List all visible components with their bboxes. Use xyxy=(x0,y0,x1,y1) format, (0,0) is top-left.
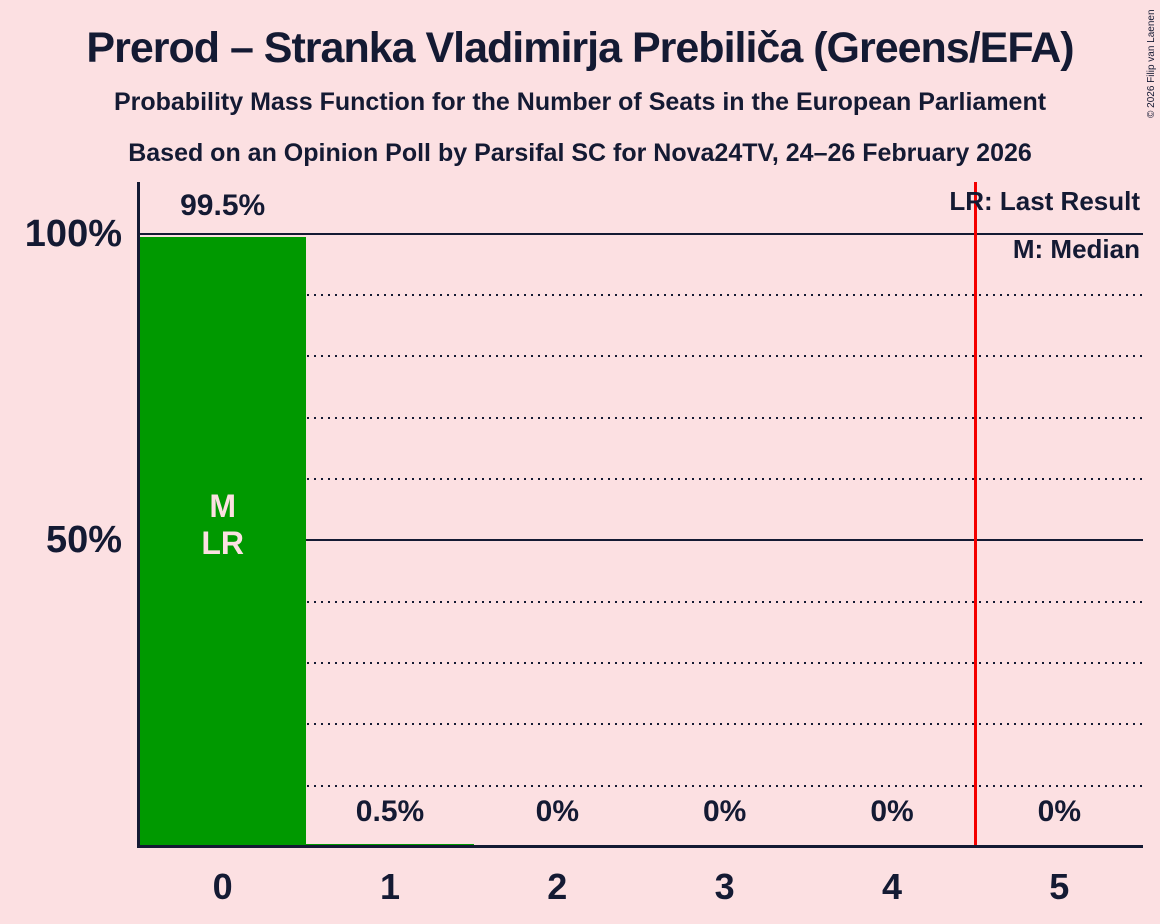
bar-value-label: 0.5% xyxy=(355,795,425,828)
y-axis-label-50: 50% xyxy=(45,519,122,562)
gridline-50pct xyxy=(139,539,1143,542)
last-result-marker-label: LR xyxy=(201,525,244,561)
page-title: Prerod – Stranka Vladimirja Prebiliča (G… xyxy=(86,24,1074,72)
bar-value-label: 0% xyxy=(1037,795,1081,828)
x-axis-label-5: 5 xyxy=(1049,866,1070,907)
y-axis-label-100: 100% xyxy=(24,212,122,255)
gridline-90pct xyxy=(139,293,1143,296)
gridline-100pct xyxy=(139,232,1143,235)
bar-value-label: 0% xyxy=(535,795,579,828)
gridline-60pct xyxy=(139,477,1143,480)
gridline-40pct xyxy=(139,600,1143,603)
x-axis-label-3: 3 xyxy=(714,866,735,907)
bar-seats-0 xyxy=(139,236,307,847)
chart-subtitle-poll: Based on an Opinion Poll by Parsifal SC … xyxy=(128,139,1032,167)
last-result-line xyxy=(974,182,978,847)
x-axis-label-2: 2 xyxy=(547,866,568,907)
x-axis-line xyxy=(137,845,1143,848)
x-axis-label-1: 1 xyxy=(379,866,400,907)
gridline-30pct xyxy=(139,661,1143,664)
bar-value-label: 99.5% xyxy=(180,188,266,222)
y-axis-line xyxy=(137,182,140,848)
x-axis-label-0: 0 xyxy=(212,866,233,907)
gridline-20pct xyxy=(139,723,1143,726)
gridline-80pct xyxy=(139,355,1143,358)
plot-area: 99.5% 0.5% 0% 0% 0% 0% M LR xyxy=(139,182,1143,847)
bar-value-label: 0% xyxy=(870,795,914,828)
gridline-10pct xyxy=(139,784,1143,787)
copyright-notice: © 2026 Filip van Laenen xyxy=(1146,9,1157,118)
bar-value-label: 0% xyxy=(702,795,747,828)
median-last-result-marker: M LR xyxy=(139,488,306,562)
median-marker-label: M xyxy=(209,488,236,524)
x-axis-label-4: 4 xyxy=(881,866,902,907)
legend-last-result: LR: Last Result xyxy=(949,186,1140,216)
legend-median: M: Median xyxy=(1012,234,1140,264)
gridline-70pct xyxy=(139,416,1143,419)
chart-subtitle-pmf: Probability Mass Function for the Number… xyxy=(113,88,1047,116)
